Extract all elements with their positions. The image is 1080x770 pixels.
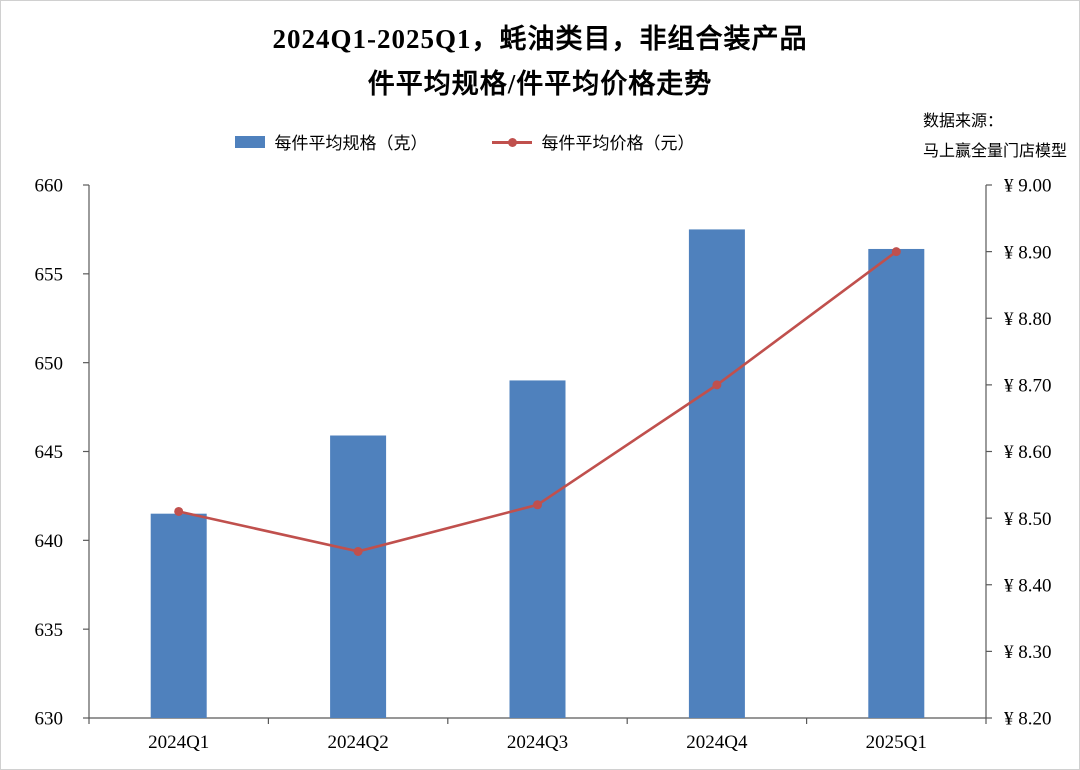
price-point-2024Q2	[353, 546, 363, 556]
right-axis-label: ¥ 8.50	[1004, 509, 1052, 530]
right-axis-label: ¥ 8.90	[1004, 242, 1052, 263]
bar-2024Q2	[330, 435, 387, 718]
left-axis-label: 650	[35, 353, 64, 374]
legend-item-spec: 每件平均规格（克）	[234, 129, 428, 154]
left-axis-label: 655	[35, 264, 64, 285]
left-axis-label: 630	[35, 709, 64, 730]
left-axis-label: 660	[35, 176, 64, 197]
right-axis-label: ¥ 8.70	[1004, 376, 1052, 397]
data-source-note: 数据来源： 马上赢全量门店模型	[923, 107, 1067, 167]
right-axis-label: ¥ 8.80	[1004, 309, 1052, 330]
legend-label-spec: 每件平均规格（克）	[274, 134, 428, 153]
bar-2024Q4	[688, 229, 745, 718]
bar-series-swatch-icon	[234, 135, 265, 148]
x-axis-category-label: 2024Q3	[507, 732, 568, 753]
bar-2024Q3	[509, 380, 566, 718]
left-axis-label: 635	[35, 620, 64, 641]
data-source-line2: 马上赢全量门店模型	[922, 143, 1067, 160]
right-axis-label: ¥ 8.30	[1004, 642, 1052, 663]
data-source-line1: 数据来源：	[922, 113, 1003, 130]
chart-title-line2: 件平均规格/件平均价格走势	[367, 69, 713, 99]
price-point-2025Q1	[891, 247, 901, 257]
bar-2025Q1	[868, 248, 925, 718]
x-axis-category-label: 2024Q2	[327, 732, 388, 753]
right-axis-label: ¥ 9.00	[1004, 176, 1052, 197]
price-point-2024Q3	[533, 500, 542, 510]
legend-label-price: 每件平均价格（元）	[541, 134, 695, 153]
chart-legend: 每件平均规格（克） 每件平均价格（元）	[1, 129, 928, 154]
x-axis-category-label: 2025Q1	[866, 732, 927, 753]
right-axis-label: ¥ 8.60	[1004, 442, 1052, 463]
bar-2024Q1	[150, 513, 207, 718]
right-axis-label: ¥ 8.40	[1004, 575, 1052, 596]
x-axis-category-label: 2024Q4	[686, 732, 748, 753]
line-series-marker-icon	[491, 136, 532, 148]
price-point-2024Q4	[712, 380, 722, 390]
chart-title: 2024Q1-2025Q1，蚝油类目，非组合装产品 件平均规格/件平均价格走势	[1, 17, 1079, 107]
price-point-2024Q1	[174, 506, 184, 516]
x-axis-category-label: 2024Q1	[148, 732, 209, 753]
left-axis-label: 645	[35, 442, 64, 463]
chart-title-line1: 2024Q1-2025Q1，蚝油类目，非组合装产品	[272, 24, 808, 54]
left-axis-label: 640	[35, 531, 64, 552]
legend-item-price: 每件平均价格（元）	[491, 129, 695, 154]
right-axis-label: ¥ 8.20	[1004, 709, 1052, 730]
